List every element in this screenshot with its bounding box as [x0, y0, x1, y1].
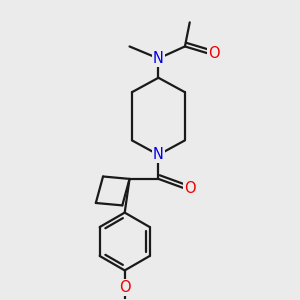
Text: O: O	[184, 181, 196, 196]
Text: N: N	[153, 51, 164, 66]
Text: O: O	[119, 280, 130, 295]
Text: O: O	[208, 46, 220, 61]
Text: N: N	[153, 147, 164, 162]
